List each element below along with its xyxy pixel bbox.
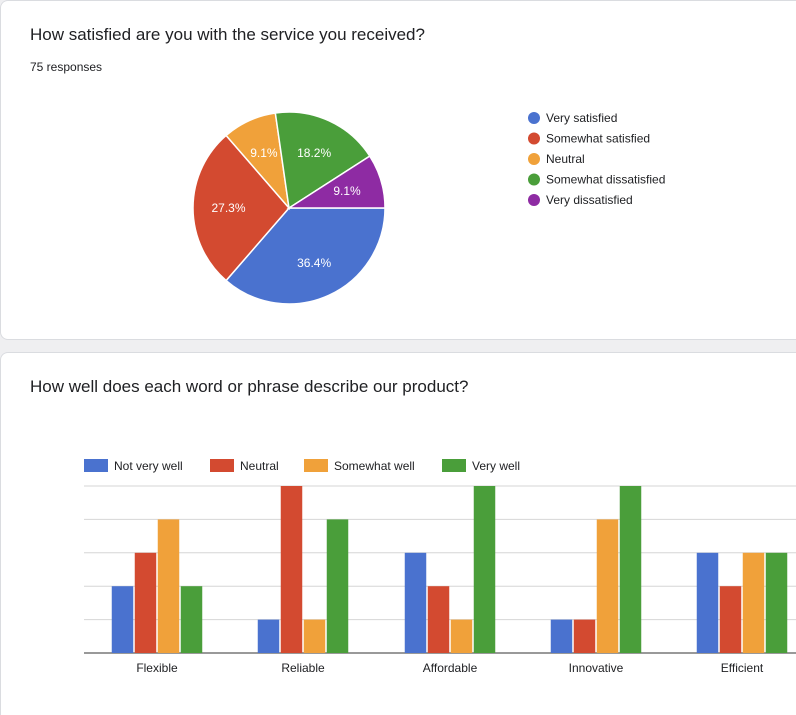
bar	[303, 619, 326, 653]
bar	[742, 552, 765, 653]
legend-swatch	[210, 459, 234, 472]
x-tick-label: Innovative	[569, 661, 624, 675]
bar	[450, 619, 473, 653]
legend-swatch	[528, 132, 540, 145]
bar	[134, 552, 157, 653]
x-tick-label: Efficient	[721, 661, 764, 675]
bar	[473, 486, 496, 653]
pie-slice	[225, 207, 386, 305]
question-title: How well does each word or phrase descri…	[30, 377, 469, 396]
bar	[619, 486, 642, 653]
legend-label: Very dissatisfied	[546, 193, 633, 207]
legend-swatch	[304, 459, 328, 472]
bar	[111, 586, 134, 653]
x-tick-label: Reliable	[281, 661, 325, 675]
slice-label: 9.1%	[250, 146, 278, 160]
legend-swatch	[84, 459, 108, 472]
bar	[596, 519, 619, 653]
question-card-product-description: How well does each word or phrase descri…	[0, 352, 796, 715]
legend-label: Neutral	[240, 459, 279, 473]
pie-slice	[274, 111, 371, 210]
slice-label: 36.4%	[297, 256, 331, 270]
bar	[257, 619, 280, 653]
pie-chart: 36.4% 27.3% 9.1% 18.2% 9.1% Very satisfied Som…	[192, 111, 665, 305]
bar	[719, 586, 742, 653]
bar	[157, 519, 180, 653]
bar	[550, 619, 573, 653]
bar	[573, 619, 596, 653]
bar	[280, 486, 303, 653]
pie-slice	[286, 155, 386, 209]
slice-label: 27.3%	[212, 201, 246, 215]
question-title: How satisfied are you with the service y…	[30, 25, 425, 44]
bar	[326, 519, 349, 653]
legend-label: Somewhat satisfied	[546, 132, 650, 146]
slice-label: 18.2%	[297, 146, 331, 160]
bar	[180, 586, 203, 653]
bar	[427, 586, 450, 653]
legend-label: Not very well	[114, 459, 183, 473]
bar	[404, 552, 427, 653]
response-count: 75 responses	[30, 60, 103, 74]
question-card-satisfaction: How satisfied are you with the service y…	[0, 0, 796, 340]
legend-swatch	[528, 173, 540, 186]
legend-label: Somewhat dissatisfied	[546, 173, 665, 187]
slice-label: 9.1%	[333, 184, 361, 198]
legend-label: Neutral	[546, 152, 585, 166]
legend-swatch	[528, 153, 540, 165]
bar	[696, 552, 719, 653]
legend-label: Very well	[472, 459, 520, 473]
legend-swatch	[528, 112, 540, 124]
x-tick-label: Affordable	[423, 661, 478, 675]
legend-swatch	[442, 459, 466, 472]
bar	[765, 552, 788, 653]
legend-label: Somewhat well	[334, 459, 415, 473]
bar-chart: Not very well Neutral Somewhat well Very we…	[84, 459, 796, 675]
legend-swatch	[528, 194, 540, 206]
legend-label: Very satisfied	[546, 111, 617, 125]
pie-slice	[192, 134, 290, 282]
x-tick-label: Flexible	[136, 661, 178, 675]
